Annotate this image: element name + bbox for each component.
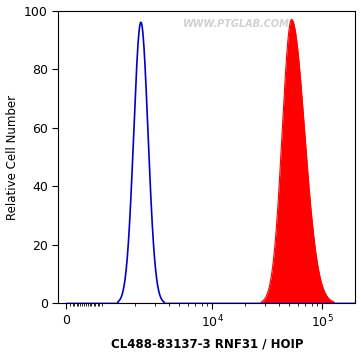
Y-axis label: Relative Cell Number: Relative Cell Number (5, 94, 18, 220)
X-axis label: CL488-83137-3 RNF31 / HOIP: CL488-83137-3 RNF31 / HOIP (111, 337, 303, 350)
Text: WWW.PTGLAB.COM: WWW.PTGLAB.COM (183, 19, 290, 29)
